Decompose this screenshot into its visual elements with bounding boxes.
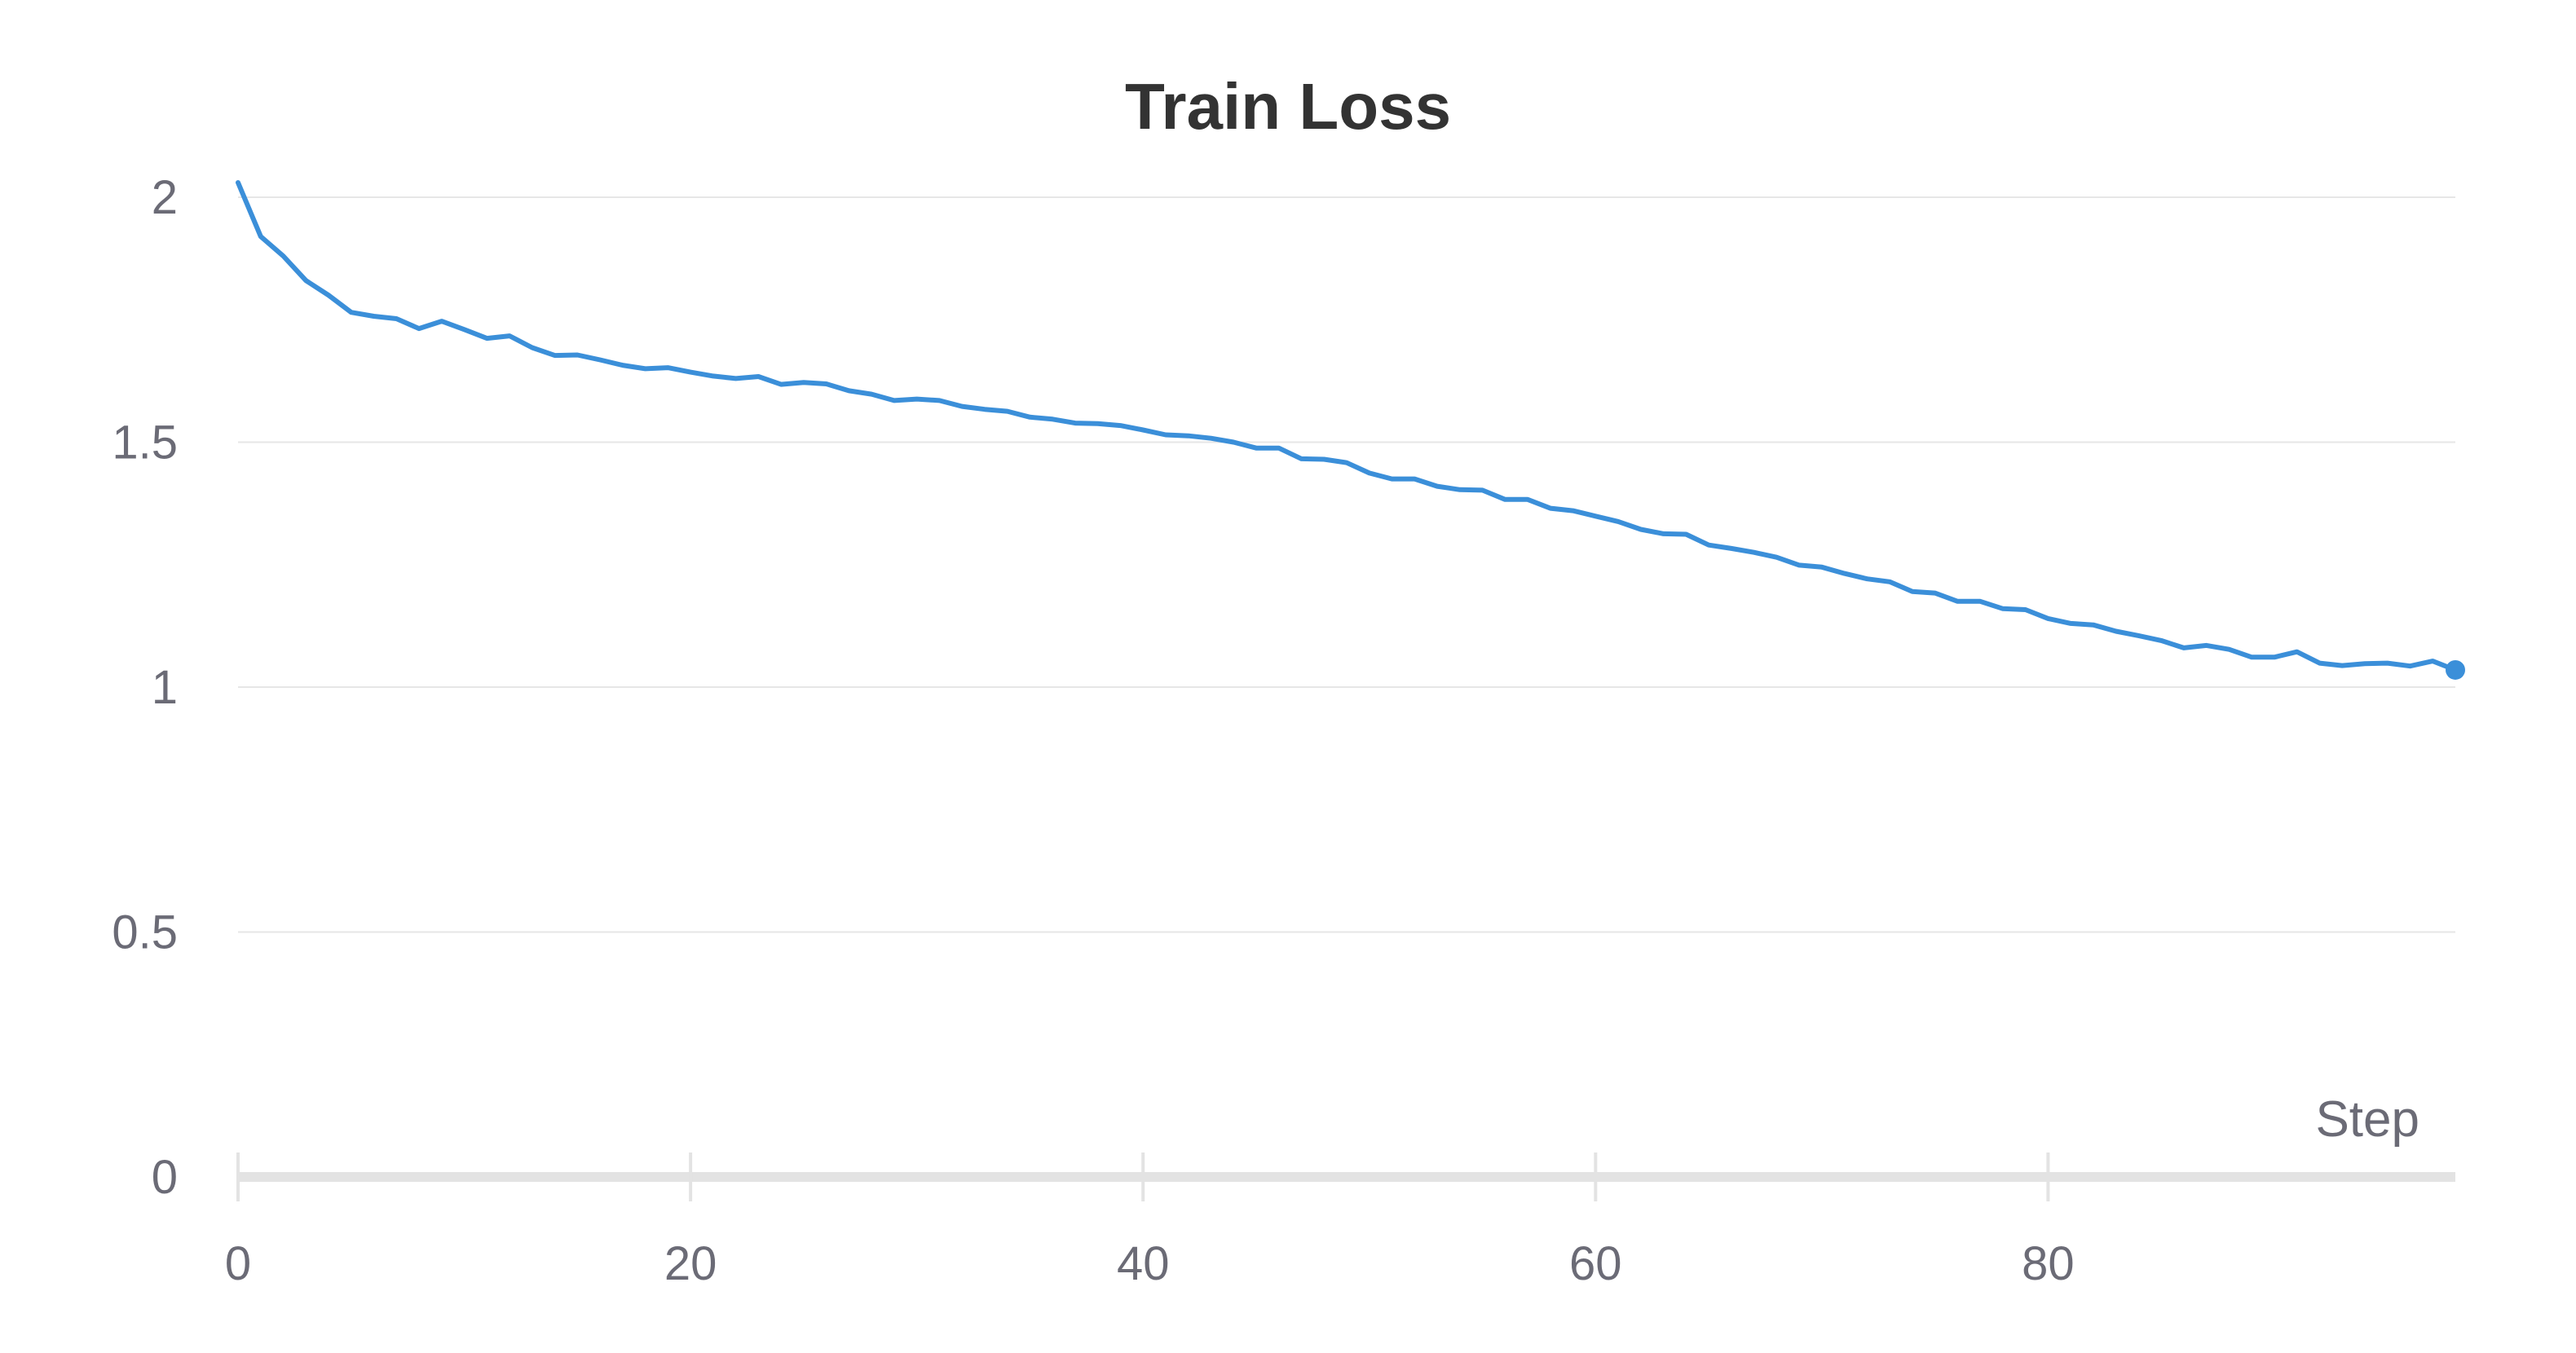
x-tick-label: 20 — [664, 1237, 717, 1290]
y-tick-label: 1.5 — [112, 416, 178, 469]
x-tick-label: 0 — [225, 1237, 251, 1290]
x-axis — [236, 1152, 2455, 1201]
y-tick-label: 0 — [152, 1151, 178, 1204]
chart-title: Train Loss — [1125, 70, 1451, 143]
x-axis-label: Step — [2315, 1091, 2419, 1148]
x-tick-label: 60 — [1569, 1237, 1622, 1290]
series-layer — [236, 180, 2465, 680]
grid-lines — [238, 196, 2455, 933]
y-tick-label: 0.5 — [112, 906, 178, 959]
y-tick-label: 2 — [152, 171, 178, 224]
series-end-point — [2446, 659, 2465, 680]
x-tick-label: 80 — [2022, 1237, 2075, 1290]
x-tick-label: 40 — [1117, 1237, 1170, 1290]
y-tick-label: 1 — [152, 661, 178, 714]
y-axis-tick-labels: 0 0.5 1 1.5 2 — [112, 171, 178, 1204]
x-axis-tick-labels: 0 20 40 60 80 — [225, 1237, 2075, 1290]
series-line — [236, 180, 2458, 672]
